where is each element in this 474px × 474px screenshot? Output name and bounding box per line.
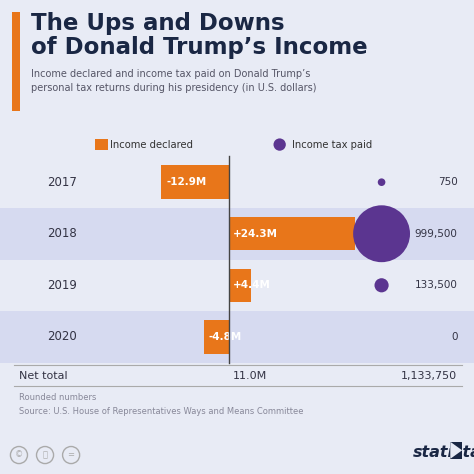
FancyBboxPatch shape — [12, 12, 20, 111]
Bar — [0, 156, 474, 208]
Bar — [450, 442, 462, 459]
Text: +24.3M: +24.3M — [233, 229, 278, 239]
Text: Income declared and income tax paid on Donald Trump’s
personal tax returns durin: Income declared and income tax paid on D… — [31, 69, 316, 93]
Bar — [228, 269, 251, 302]
Text: -12.9M: -12.9M — [166, 177, 206, 187]
Text: Net total: Net total — [19, 371, 68, 381]
Text: ©: © — [15, 451, 23, 459]
Text: Income tax paid: Income tax paid — [292, 139, 372, 150]
Text: 2017: 2017 — [47, 176, 77, 189]
Text: statista: statista — [412, 445, 474, 460]
Text: 133,500: 133,500 — [415, 280, 457, 290]
Circle shape — [374, 278, 389, 292]
Bar — [95, 139, 109, 150]
Text: 2020: 2020 — [47, 330, 77, 343]
FancyBboxPatch shape — [0, 0, 474, 133]
Circle shape — [273, 138, 286, 151]
Circle shape — [378, 178, 385, 186]
Text: ⓘ: ⓘ — [43, 451, 47, 459]
Text: Income declared: Income declared — [110, 139, 193, 150]
Text: =: = — [68, 451, 74, 459]
Circle shape — [353, 205, 410, 262]
Text: 11.0M: 11.0M — [233, 371, 267, 381]
Bar — [228, 217, 355, 250]
Text: -4.8M: -4.8M — [208, 332, 242, 342]
Text: 2018: 2018 — [47, 227, 77, 240]
Text: +4.4M: +4.4M — [233, 280, 271, 290]
Bar — [203, 320, 228, 354]
Text: The Ups and Downs: The Ups and Downs — [31, 12, 284, 35]
Polygon shape — [450, 442, 462, 459]
Bar — [0, 311, 474, 363]
Bar — [162, 165, 228, 199]
Text: 0: 0 — [451, 332, 457, 342]
Text: 2019: 2019 — [47, 279, 77, 292]
Bar — [0, 260, 474, 311]
Text: Rounded numbers
Source: U.S. House of Representatives Ways and Means Committee: Rounded numbers Source: U.S. House of Re… — [19, 393, 303, 416]
Bar — [0, 208, 474, 260]
Text: 750: 750 — [438, 177, 457, 187]
Text: of Donald Trump’s Income: of Donald Trump’s Income — [31, 36, 367, 59]
Text: 999,500: 999,500 — [415, 229, 457, 239]
Text: 1,133,750: 1,133,750 — [401, 371, 457, 381]
